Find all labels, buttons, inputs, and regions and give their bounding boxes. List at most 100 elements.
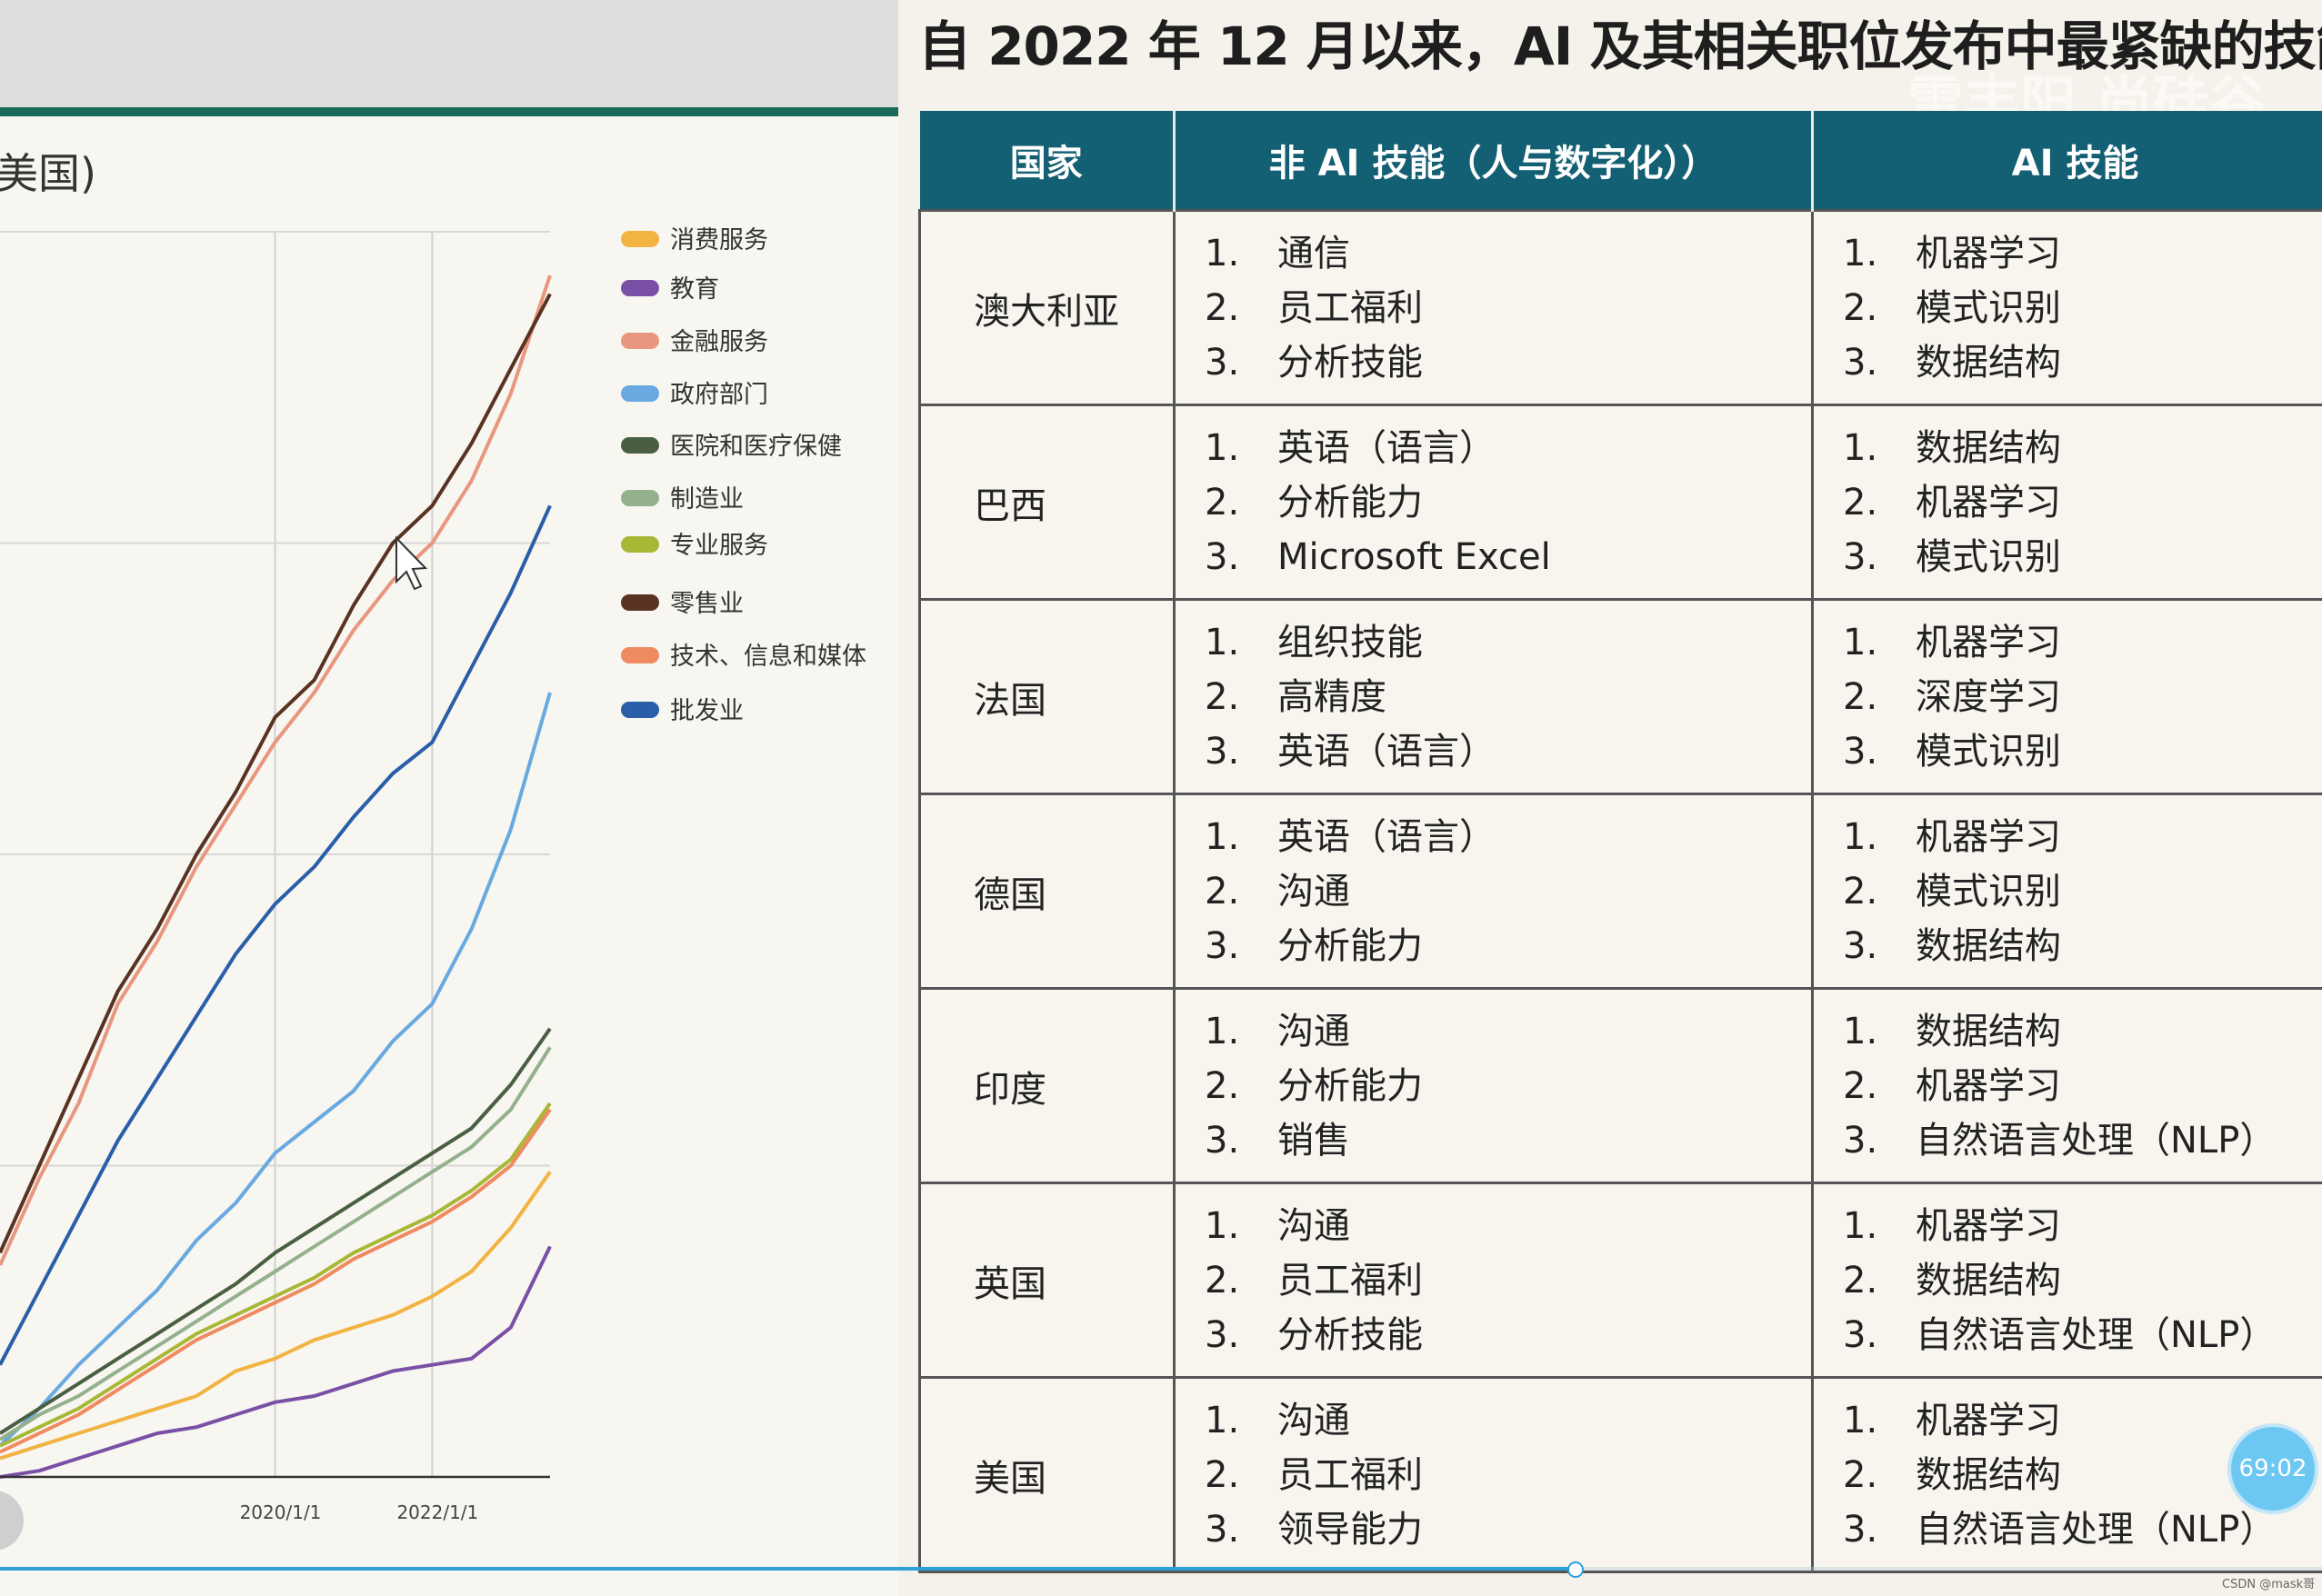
skill-rank: 3.	[1205, 535, 1240, 578]
skill-item: 3. 模式识别	[1843, 724, 2322, 779]
non-ai-skills-cell: 1. 英语（语言） 2. 分析能力 3. Microsoft Excel	[1173, 404, 1814, 601]
legend-swatch	[621, 333, 659, 349]
skill-text: 分析能力	[1277, 481, 1423, 524]
non-ai-skills-cell: 1. 沟通 2. 分析能力 3. 销售	[1173, 987, 1814, 1184]
skill-text: 英语（语言）	[1277, 730, 1496, 773]
line-chart: 2020/1/1 2022/1/1 消费服务教育金融服务政府部门医院和医疗保健制造…	[0, 226, 866, 1523]
left-slide: 美国) 2020/1/1 2022/1/1 消费服务 教育 金融服务 政府部门 医院和医疗…	[0, 0, 898, 1596]
skill-rank: 2.	[1205, 675, 1240, 718]
skill-rank: 3.	[1205, 924, 1240, 967]
skill-text: 机器学习	[1916, 621, 2061, 663]
chart-series	[0, 274, 552, 1479]
skill-item: 2. 机器学习	[1843, 475, 2322, 530]
country-cell: 印度	[918, 987, 1176, 1184]
series-line	[0, 1102, 552, 1448]
skill-rank: 3.	[1205, 341, 1240, 384]
header-ai-skills: AI 技能	[1812, 111, 2322, 211]
skill-item: 2. 模式识别	[1843, 864, 2322, 919]
skill-item: 3. 模式识别	[1843, 530, 2322, 584]
skill-item: 1. 机器学习	[1843, 810, 2322, 864]
country-cell: 巴西	[918, 404, 1176, 601]
skill-rank: 2.	[1205, 1453, 1240, 1496]
skill-item: 3. 领导能力	[1205, 1502, 1811, 1557]
non-ai-skills-cell: 1. 组织技能 2. 高精度 3. 英语（语言）	[1173, 598, 1814, 795]
skill-text: 数据结构	[1916, 1010, 2061, 1052]
series-line	[0, 692, 552, 1448]
skill-item: 2. 员工福利	[1205, 1253, 1811, 1308]
skill-list: 1. 机器学习 2. 数据结构 3. 自然语言处理（NLP）	[1814, 1393, 2322, 1557]
skill-item: 1. 机器学习	[1843, 226, 2322, 281]
skill-item: 3. 数据结构	[1843, 335, 2322, 390]
mouse-cursor-icon	[395, 535, 428, 591]
skills-table: 国家 非 AI 技能（人与数字化）） AI 技能 澳大利亚 1. 通信 2. 员工福利 3…	[918, 111, 2322, 1573]
x-tick-label: 2020/1/1	[240, 1501, 322, 1523]
skill-list: 1. 沟通 2. 员工福利 3. 领导能力	[1176, 1393, 1811, 1557]
skill-item: 2. 机器学习	[1843, 1059, 2322, 1113]
country-cell: 法国	[918, 598, 1176, 795]
skill-item: 2. 深度学习	[1843, 670, 2322, 724]
country-cell: 德国	[918, 793, 1176, 990]
legend-label: 消费服务	[670, 226, 768, 254]
video-progress-fill	[0, 1567, 1576, 1571]
skill-item: 3. 分析技能	[1205, 1308, 1811, 1362]
skill-rank: 1.	[1843, 426, 1878, 469]
skill-text: 数据结构	[1916, 924, 2061, 967]
skill-item: 1. 数据结构	[1843, 1004, 2322, 1059]
skill-text: 沟通	[1277, 1204, 1350, 1247]
legend-label: 教育	[670, 275, 719, 304]
skill-item: 2. 数据结构	[1843, 1448, 2322, 1502]
skill-rank: 3.	[1843, 341, 1878, 384]
legend-swatch	[621, 490, 659, 506]
series-line	[0, 1027, 552, 1435]
skill-list: 1. 通信 2. 员工福利 3. 分析技能	[1176, 226, 1811, 390]
table-row: 德国 1. 英语（语言） 2. 沟通 3. 分析能力 1. 机器学习 2. 模式识别 3. 数据结构	[918, 793, 2322, 990]
skill-text: 模式识别	[1916, 535, 2061, 578]
slide-top-bar	[0, 0, 898, 107]
country-cell: 英国	[918, 1182, 1176, 1379]
skill-text: 分析技能	[1277, 1313, 1423, 1356]
header-country: 国家	[919, 111, 1176, 211]
skill-text: Microsoft Excel	[1277, 535, 1551, 578]
skill-rank: 2.	[1843, 1453, 1878, 1496]
video-progress-thumb[interactable]	[1567, 1561, 1584, 1578]
skill-text: 员工福利	[1277, 1259, 1423, 1302]
chart-grid	[0, 231, 550, 1477]
slide-accent-line	[0, 107, 898, 116]
skill-list: 1. 机器学习 2. 数据结构 3. 自然语言处理（NLP）	[1814, 1199, 2322, 1362]
non-ai-skills-cell: 1. 沟通 2. 员工福利 3. 领导能力	[1173, 1376, 1814, 1573]
skill-list: 1. 沟通 2. 员工福利 3. 分析技能	[1176, 1199, 1811, 1362]
legend-swatch	[621, 280, 659, 296]
skill-rank: 2.	[1205, 286, 1240, 329]
skill-text: 自然语言处理（NLP）	[1916, 1508, 2277, 1551]
skill-item: 1. 机器学习	[1843, 615, 2322, 670]
skill-rank: 3.	[1843, 1508, 1878, 1551]
legend-swatch	[621, 536, 659, 553]
skill-text: 沟通	[1277, 1010, 1350, 1052]
legend-swatch	[621, 437, 659, 454]
skill-rank: 3.	[1843, 924, 1878, 967]
country-cell: 美国	[918, 1376, 1176, 1573]
skill-rank: 2.	[1205, 1064, 1240, 1107]
legend-label: 批发业	[670, 697, 744, 725]
legend-swatch	[621, 702, 659, 718]
skill-rank: 1.	[1205, 621, 1240, 663]
legend-label: 金融服务	[670, 328, 768, 356]
skill-item: 1. 沟通	[1205, 1199, 1811, 1253]
non-ai-skills-cell: 1. 英语（语言） 2. 沟通 3. 分析能力	[1173, 793, 1814, 990]
skill-list: 1. 英语（语言） 2. 分析能力 3. Microsoft Excel	[1176, 421, 1811, 584]
skill-item: 3. 自然语言处理（NLP）	[1843, 1308, 2322, 1362]
timer-badge[interactable]: 69:02	[2231, 1427, 2315, 1511]
skill-list: 1. 数据结构 2. 机器学习 3. 自然语言处理（NLP）	[1814, 1004, 2322, 1168]
skill-item: 1. 组织技能	[1205, 615, 1811, 670]
chart-legend: 消费服务教育金融服务政府部门医院和医疗保健制造业专业服务零售业技术、信息和媒体批…	[621, 226, 866, 725]
legend-label: 专业服务	[670, 532, 768, 560]
legend-label: 医院和医疗保健	[670, 433, 842, 461]
skill-text: 英语（语言）	[1277, 426, 1496, 469]
table-row: 澳大利亚 1. 通信 2. 员工福利 3. 分析技能 1. 机器学习 2. 模式识别 3. 数据结构	[918, 209, 2322, 406]
skill-rank: 2.	[1843, 870, 1878, 913]
skill-list: 1. 机器学习 2. 深度学习 3. 模式识别	[1814, 615, 2322, 779]
skill-item: 2. 员工福利	[1205, 1448, 1811, 1502]
ai-skills-cell: 1. 机器学习 2. 深度学习 3. 模式识别	[1811, 598, 2322, 795]
skill-item: 2. 分析能力	[1205, 475, 1811, 530]
legend-swatch	[621, 385, 659, 402]
